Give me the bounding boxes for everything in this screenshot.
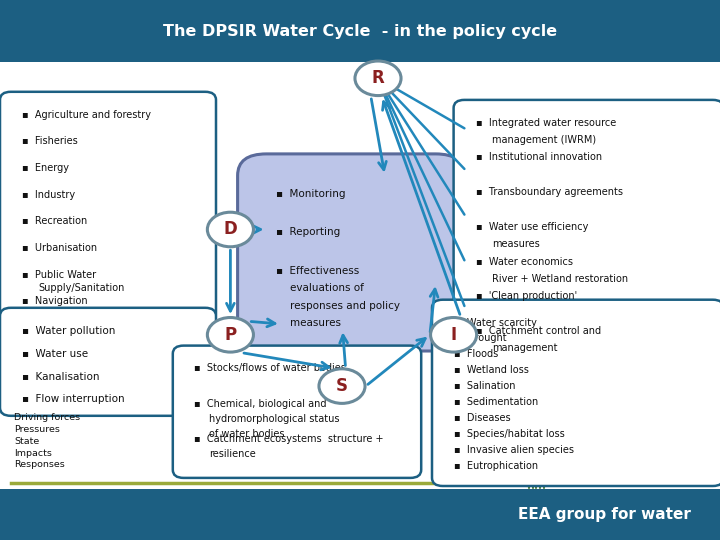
Text: hydromorphological status: hydromorphological status <box>209 414 339 424</box>
Text: of water bodies: of water bodies <box>209 429 284 439</box>
Text: ▪  Institutional innovation: ▪ Institutional innovation <box>476 152 602 163</box>
Text: ▪  Invasive alien species: ▪ Invasive alien species <box>454 445 575 455</box>
Text: ▪  Fisheries: ▪ Fisheries <box>22 136 78 146</box>
Text: ▪  Catchment ecosystems  structure +: ▪ Catchment ecosystems structure + <box>194 434 384 444</box>
Text: ▪  Stocks/flows of water bodies: ▪ Stocks/flows of water bodies <box>194 363 346 374</box>
Text: ▪  Effectiveness: ▪ Effectiveness <box>276 266 360 276</box>
FancyBboxPatch shape <box>0 0 720 62</box>
Text: The DPSIR Water Cycle  - in the policy cycle: The DPSIR Water Cycle - in the policy cy… <box>163 24 557 38</box>
Text: D: D <box>223 220 238 239</box>
Text: ▪  Energy: ▪ Energy <box>22 163 69 173</box>
Text: ▪  Chemical, biological and: ▪ Chemical, biological and <box>194 399 327 409</box>
Text: responses and policy: responses and policy <box>290 300 400 310</box>
Text: ▪  Water economics: ▪ Water economics <box>476 256 573 267</box>
Text: ▪  Sedimentation: ▪ Sedimentation <box>454 397 539 407</box>
Text: ▪  Integrated water resource: ▪ Integrated water resource <box>476 118 616 128</box>
Text: ▪  Diseases: ▪ Diseases <box>454 413 511 423</box>
FancyBboxPatch shape <box>238 154 464 351</box>
Text: ▪  Floods: ▪ Floods <box>454 349 498 360</box>
Text: ▪  Agriculture and forestry: ▪ Agriculture and forestry <box>22 110 151 120</box>
Text: measures: measures <box>290 318 341 328</box>
Text: Driving forces
Pressures
State
Impacts
Responses: Driving forces Pressures State Impacts R… <box>14 413 81 469</box>
Text: P: P <box>225 326 236 344</box>
Text: ▪  Kanalisation: ▪ Kanalisation <box>22 372 100 382</box>
Text: River + Wetland restoration: River + Wetland restoration <box>492 274 628 284</box>
Circle shape <box>431 318 477 352</box>
Text: ▪  Water use: ▪ Water use <box>22 349 89 359</box>
Text: ▪  Drought: ▪ Drought <box>454 333 507 343</box>
Text: ▪  Navigation: ▪ Navigation <box>22 296 88 306</box>
FancyBboxPatch shape <box>173 346 421 478</box>
Circle shape <box>207 318 253 352</box>
Circle shape <box>207 212 253 247</box>
Text: ▪  Industry: ▪ Industry <box>22 190 76 200</box>
Text: R: R <box>372 69 384 87</box>
Text: ▪  Eutrophication: ▪ Eutrophication <box>454 461 539 471</box>
Text: ▪  Wetland loss: ▪ Wetland loss <box>454 365 529 375</box>
Text: ▪  Water pollution: ▪ Water pollution <box>22 326 116 336</box>
FancyBboxPatch shape <box>454 100 720 370</box>
Text: management: management <box>492 343 557 353</box>
Text: ▪  Transboundary agreements: ▪ Transboundary agreements <box>476 187 623 197</box>
Text: resilience: resilience <box>209 449 256 459</box>
Text: management (IWRM): management (IWRM) <box>492 135 596 145</box>
FancyBboxPatch shape <box>432 300 720 486</box>
Text: ▪  Water use efficiency: ▪ Water use efficiency <box>476 222 588 232</box>
Text: ▪  Reporting: ▪ Reporting <box>276 227 341 238</box>
Text: ▪  Species/habitat loss: ▪ Species/habitat loss <box>454 429 565 439</box>
Text: ▪  Flow interruption: ▪ Flow interruption <box>22 394 125 404</box>
Text: ▪  'Clean production': ▪ 'Clean production' <box>476 291 577 301</box>
Text: ▪  Monitoring: ▪ Monitoring <box>276 189 346 199</box>
FancyBboxPatch shape <box>0 308 216 416</box>
Text: ▪  Salination: ▪ Salination <box>454 381 516 391</box>
Text: measures: measures <box>492 239 539 249</box>
Text: ▪  Water scarcity: ▪ Water scarcity <box>454 318 537 328</box>
Circle shape <box>355 61 401 96</box>
FancyBboxPatch shape <box>0 92 216 321</box>
Circle shape <box>319 369 365 403</box>
Text: ▪  Catchment control and: ▪ Catchment control and <box>476 326 601 336</box>
Text: S: S <box>336 377 348 395</box>
Text: Supply/Sanitation: Supply/Sanitation <box>38 283 125 293</box>
Text: ▪  Public Water: ▪ Public Water <box>22 269 96 280</box>
Text: ▪  Recreation: ▪ Recreation <box>22 216 88 226</box>
Text: I: I <box>451 326 456 344</box>
FancyBboxPatch shape <box>0 489 720 540</box>
Text: evaluations of: evaluations of <box>290 283 364 293</box>
Text: EEA group for water: EEA group for water <box>518 507 691 522</box>
Text: ▪  Urbanisation: ▪ Urbanisation <box>22 243 97 253</box>
